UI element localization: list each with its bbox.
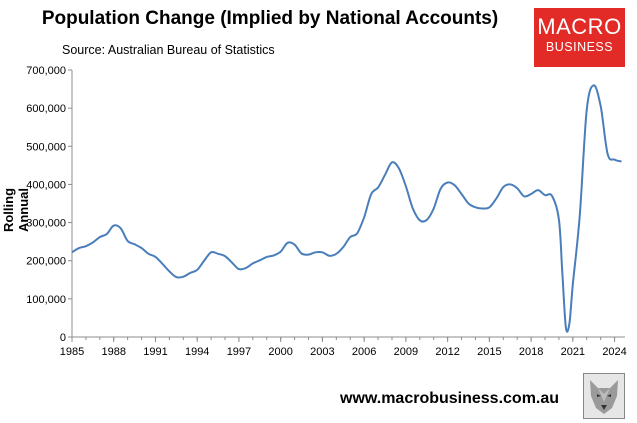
x-tick-label: 1985 [60,346,84,358]
chart-source: Source: Australian Bureau of Statistics [62,43,275,57]
x-tick-label: 1994 [185,346,209,358]
y-tick-label: 0 [60,332,66,344]
x-tick-label: 1997 [227,346,251,358]
footer-url: www.macrobusiness.com.au [340,390,560,407]
logo-line-1: MACRO [537,14,622,39]
x-tick-label: 2009 [394,346,418,358]
y-tick-label: 400,000 [26,179,66,191]
x-tick-label: 2012 [435,346,459,358]
chart-axes [71,70,625,338]
x-tick-label: 2006 [352,346,376,358]
chart-title: Population Change (Implied by National A… [41,8,499,29]
y-tick-label: 600,000 [26,103,66,115]
y-tick-label: 200,000 [26,256,66,268]
x-tick-label: 2015 [477,346,501,358]
y-axis-ticks: 0 100,000 200,000 300,000 400,000 500,000 600,… [26,65,72,344]
wolf-logo-icon [583,373,625,419]
y-tick-label: 300,000 [26,218,66,230]
x-tick-label: 2024 [602,346,626,358]
x-tick-label: 2003 [310,346,334,358]
x-tick-label: 2000 [268,346,292,358]
x-tick-label: 2018 [519,346,543,358]
x-axis-ticks: 1985 1988 1991 1994 1997 2000 2003 2006 2009 2012… [60,337,627,358]
y-tick-label: 700,000 [26,65,66,77]
x-tick-label: 2021 [561,346,585,358]
x-tick-label: 1991 [143,346,167,358]
logo-line-2: BUSINESS [545,40,614,54]
y-tick-label: 500,000 [26,141,66,153]
y-tick-label: 100,000 [26,294,66,306]
series-line [71,84,622,333]
macrobusiness-logo: MACRO BUSINESS [534,8,625,67]
chart-series [71,84,622,333]
x-tick-label: 1988 [101,346,125,358]
